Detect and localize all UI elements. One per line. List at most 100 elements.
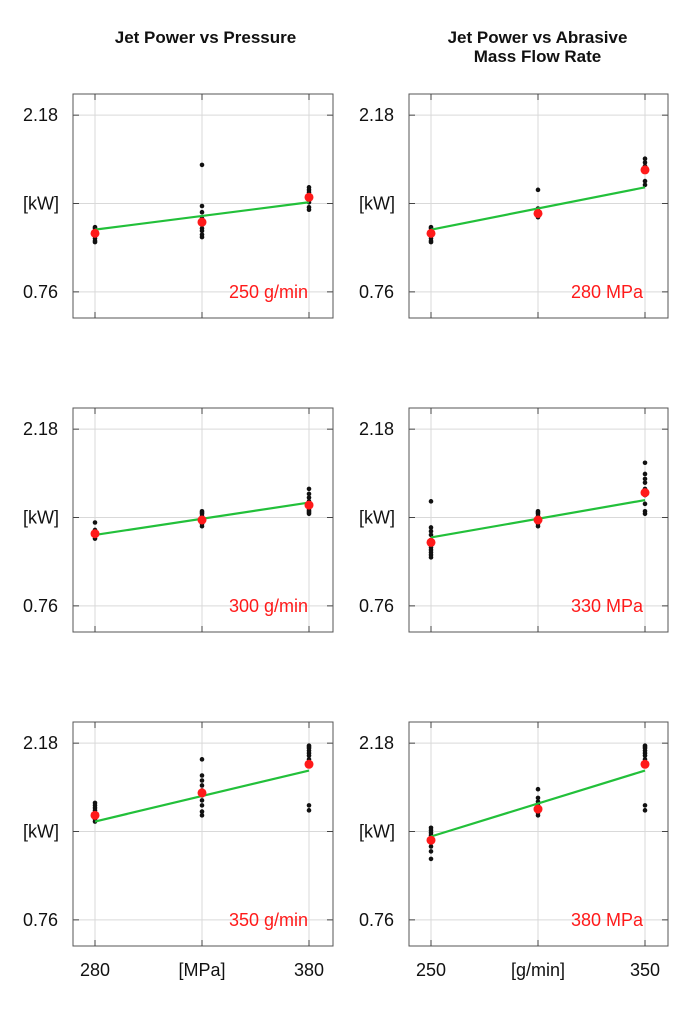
data-point <box>642 501 648 507</box>
condition-label: 380 MPa <box>571 910 644 930</box>
data-point <box>428 499 434 504</box>
data-point <box>535 795 541 801</box>
panel-row3-left <box>72 721 334 947</box>
mean-point <box>304 500 314 510</box>
y-tick-label: 2.18 <box>23 733 58 753</box>
y-tick-label: 0.76 <box>23 596 58 616</box>
mean-point <box>640 165 650 175</box>
data-point <box>535 786 541 792</box>
data-point <box>306 808 312 813</box>
condition-label: 280 MPa <box>571 282 644 302</box>
mean-point <box>304 192 314 202</box>
y-tick-label: 2.18 <box>23 105 58 125</box>
mean-point <box>197 217 207 227</box>
data-point <box>642 753 648 758</box>
y-tick-label: 0.76 <box>23 282 58 302</box>
data-point <box>642 808 648 813</box>
panel-row2-right <box>408 407 669 633</box>
data-point <box>199 778 205 783</box>
y-tick-label: 0.76 <box>359 596 394 616</box>
y-axis-label: [kW] <box>359 822 395 842</box>
mean-point <box>197 515 207 525</box>
mean-point <box>533 804 543 814</box>
y-tick-label: 2.18 <box>359 105 394 125</box>
y-tick-label: 2.18 <box>23 419 58 439</box>
x-tick-label: [MPa] <box>178 960 225 980</box>
x-tick-label: 380 <box>294 960 324 980</box>
mean-point <box>426 835 436 845</box>
data-point <box>306 491 312 497</box>
mean-point <box>640 488 650 498</box>
data-point <box>642 803 648 808</box>
mean-point <box>426 228 436 238</box>
mean-point <box>90 529 100 539</box>
y-axis-label: [kW] <box>23 508 59 528</box>
data-point <box>642 511 648 517</box>
data-point <box>92 520 98 525</box>
data-point <box>428 856 434 862</box>
data-point <box>642 178 648 184</box>
data-point <box>642 476 648 482</box>
mean-point <box>533 208 543 218</box>
y-tick-label: 2.18 <box>359 419 394 439</box>
mean-point <box>640 759 650 769</box>
panel-row1-left <box>72 93 334 319</box>
data-point <box>92 239 98 245</box>
data-point <box>306 486 312 492</box>
mean-point <box>426 537 436 547</box>
fit-line <box>430 769 646 838</box>
data-point <box>199 162 205 168</box>
y-tick-label: 0.76 <box>359 282 394 302</box>
y-axis-label: [kW] <box>23 822 59 842</box>
y-tick-label: 2.18 <box>359 733 394 753</box>
data-point <box>428 532 434 538</box>
x-tick-label: 350 <box>630 960 660 980</box>
mean-point <box>90 228 100 238</box>
condition-label: 250 g/min <box>229 282 308 302</box>
data-point <box>306 753 312 758</box>
x-tick-label: 250 <box>416 960 446 980</box>
title-right: Jet Power vs Abrasive Mass Flow Rate <box>410 28 665 66</box>
data-point <box>199 757 205 762</box>
data-point <box>642 182 648 188</box>
data-point <box>535 187 541 193</box>
mean-point <box>197 788 207 798</box>
data-point <box>199 203 205 209</box>
data-point <box>428 849 434 854</box>
x-tick-label: [g/min] <box>511 960 565 980</box>
mean-point <box>90 810 100 820</box>
data-point <box>199 798 205 803</box>
y-axis-label: [kW] <box>359 508 395 528</box>
data-point <box>535 523 541 529</box>
data-point <box>428 555 434 560</box>
data-point <box>306 495 312 500</box>
y-axis-label: [kW] <box>359 194 395 214</box>
y-tick-label: 0.76 <box>23 910 58 930</box>
mean-point <box>533 515 543 525</box>
data-point <box>306 511 312 517</box>
data-point <box>199 773 205 778</box>
fit-line <box>94 201 310 231</box>
data-point <box>642 471 648 477</box>
data-point <box>428 239 434 245</box>
title-right-line1: Jet Power vs Abrasive <box>447 28 628 47</box>
data-point <box>199 809 205 814</box>
data-point <box>199 813 205 818</box>
fit-line <box>430 186 646 231</box>
title-left: Jet Power vs Pressure <box>114 28 297 47</box>
mean-point <box>304 759 314 769</box>
y-tick-label: 0.76 <box>359 910 394 930</box>
data-point <box>199 523 205 529</box>
title-right-line2: Mass Flow Rate <box>473 47 602 66</box>
data-point <box>306 207 312 213</box>
data-point <box>642 480 648 485</box>
data-point <box>199 783 205 788</box>
data-point <box>199 228 205 234</box>
condition-label: 330 MPa <box>571 596 644 616</box>
panel-row3-right <box>408 721 669 947</box>
data-point <box>535 813 541 818</box>
data-point <box>306 803 312 808</box>
panel-row2-left <box>72 407 334 633</box>
data-point <box>199 209 205 215</box>
